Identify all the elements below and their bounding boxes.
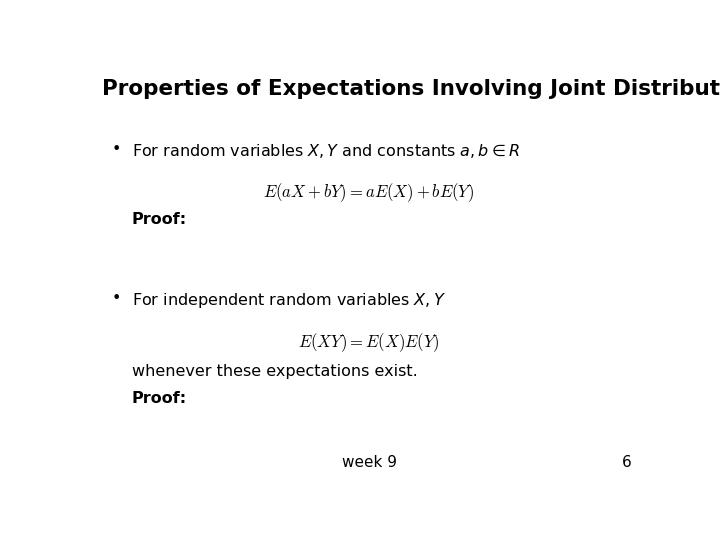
- Text: Proof:: Proof:: [132, 212, 187, 227]
- Text: •: •: [111, 141, 120, 157]
- Text: •: •: [111, 292, 120, 306]
- Text: For independent random variables $\mathit{X, Y}$: For independent random variables $\mathi…: [132, 292, 446, 310]
- Text: Proof:: Proof:: [132, 391, 187, 406]
- Text: $E(XY) = E(X)E(Y)$: $E(XY) = E(X)E(Y)$: [298, 331, 440, 354]
- Text: week 9: week 9: [341, 455, 397, 470]
- Text: For random variables $\mathit{X, Y}$ and constants $\mathit{a, b} \in \mathit{R}: For random variables $\mathit{X, Y}$ and…: [132, 141, 520, 160]
- Text: whenever these expectations exist.: whenever these expectations exist.: [132, 364, 418, 379]
- Text: Properties of Expectations Involving Joint Distributions: Properties of Expectations Involving Joi…: [102, 79, 720, 99]
- Text: 6: 6: [621, 455, 631, 470]
- Text: $E(aX + bY) = aE(X) + bE(Y)$: $E(aX + bY) = aE(X) + bE(Y)$: [264, 181, 474, 204]
